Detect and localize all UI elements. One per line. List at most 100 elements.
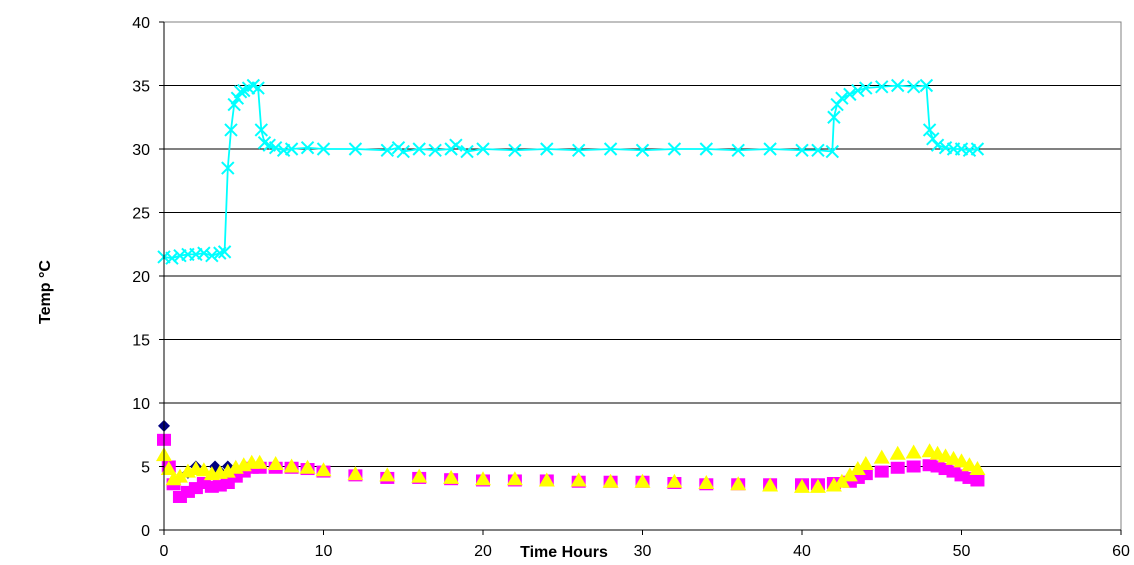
data-point <box>213 246 227 260</box>
series-2 <box>156 443 986 493</box>
data-point <box>874 465 889 478</box>
data-point <box>811 143 825 157</box>
data-point <box>443 469 460 484</box>
data-point <box>905 444 922 459</box>
data-point <box>890 78 905 93</box>
data-point <box>254 123 269 137</box>
data-point <box>315 462 332 477</box>
x-tick-label: 60 <box>1112 543 1130 560</box>
data-point <box>830 97 844 112</box>
x-tick-label: 40 <box>793 543 811 560</box>
data-point <box>219 463 236 478</box>
data-point <box>930 138 945 152</box>
data-point <box>906 460 921 473</box>
data-point <box>217 245 232 259</box>
data-point <box>873 449 890 464</box>
data-point <box>268 141 283 155</box>
data-point <box>197 246 211 260</box>
data-point <box>953 453 970 468</box>
y-tick-label: 40 <box>132 15 150 32</box>
data-point <box>251 81 265 95</box>
data-point <box>233 85 248 99</box>
data-point <box>540 142 554 156</box>
data-point <box>380 143 395 157</box>
data-point <box>794 478 810 493</box>
y-tick-label: 30 <box>132 142 150 159</box>
data-point <box>221 161 235 175</box>
data-point <box>833 473 850 488</box>
data-point <box>926 132 940 146</box>
series-0 <box>157 78 985 265</box>
data-point <box>267 455 284 470</box>
data-point <box>969 461 986 476</box>
data-point <box>347 466 364 481</box>
data-point <box>922 123 937 137</box>
data-point <box>165 251 179 265</box>
data-point <box>699 142 714 156</box>
data-point <box>396 144 410 159</box>
data-point <box>571 143 586 157</box>
data-point <box>827 110 841 124</box>
data-point <box>635 143 650 157</box>
y-axis-title: Temp °C <box>37 260 54 324</box>
data-point <box>890 461 905 474</box>
data-point <box>460 144 474 159</box>
data-point <box>449 138 463 152</box>
data-point <box>906 80 921 94</box>
x-axis-title: Time Hours <box>520 544 608 561</box>
data-point <box>762 477 779 492</box>
data-point <box>634 473 651 488</box>
y-tick-label: 35 <box>132 79 150 96</box>
x-tick-label: 30 <box>634 543 652 560</box>
data-point <box>857 455 874 470</box>
x-tick-label: 0 <box>160 543 169 560</box>
data-point <box>508 143 522 157</box>
data-point <box>961 457 978 472</box>
y-tick-label: 10 <box>132 396 150 413</box>
data-point <box>475 471 491 486</box>
data-point <box>825 144 840 159</box>
data-point <box>379 467 396 482</box>
y-tick-label: 5 <box>141 460 150 477</box>
data-point <box>284 142 299 156</box>
x-tick-label: 20 <box>474 543 492 560</box>
data-point <box>698 475 715 490</box>
data-point <box>859 81 873 95</box>
data-point <box>602 473 619 488</box>
data-point <box>538 472 555 487</box>
data-point <box>825 477 842 492</box>
data-point <box>843 87 857 102</box>
y-tick-label: 25 <box>132 206 150 223</box>
x-axis-ticks: 0 10 20 30 40 50 60 <box>160 22 1130 560</box>
data-point <box>875 80 889 94</box>
data-point <box>809 478 826 493</box>
data-point <box>283 458 300 473</box>
data-point <box>795 143 809 157</box>
data-point <box>841 467 858 482</box>
data-point <box>171 468 188 483</box>
data-point <box>970 142 985 156</box>
data-point <box>428 143 442 157</box>
data-point <box>666 473 683 488</box>
data-point <box>411 468 428 483</box>
data-point <box>763 142 777 156</box>
data-point <box>730 476 747 491</box>
y-tick-label: 0 <box>141 523 150 540</box>
data-point <box>849 461 866 476</box>
series-line <box>163 84 978 260</box>
data-point <box>316 142 331 156</box>
data-point <box>160 461 177 476</box>
data-point <box>919 78 934 93</box>
y-tick-label: 15 <box>132 333 150 350</box>
data-point <box>195 462 212 477</box>
x-tick-label: 50 <box>953 543 971 560</box>
data-point <box>251 454 268 469</box>
data-point <box>205 248 219 263</box>
data-point <box>970 474 985 487</box>
data-point <box>299 459 316 474</box>
data-point <box>570 472 587 487</box>
data-point <box>889 445 906 460</box>
data-point <box>348 142 363 156</box>
data-point <box>603 142 618 156</box>
